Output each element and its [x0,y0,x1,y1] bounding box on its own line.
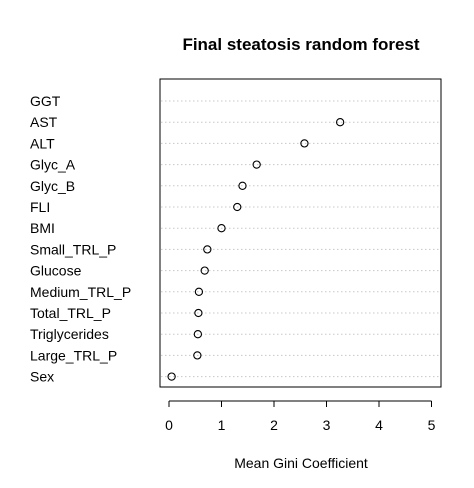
category-label: ALT [30,135,55,151]
category-label: Glyc_B [30,178,75,194]
category-label: Medium_TRL_P [30,284,131,300]
data-point [194,308,203,318]
x-axis-label: Mean Gini Coefficient [234,455,368,471]
x-tick-label: 4 [375,417,383,433]
category-label: Glucose [30,263,82,279]
category-label: Triglycerides [30,326,109,342]
grid-lines [161,100,440,378]
chart-title: Final steatosis random forest [182,35,419,54]
category-label: GGT [30,93,61,109]
category-label: Glyc_A [30,157,76,173]
data-point [167,372,176,381]
data-point [300,139,309,148]
data-point [194,287,204,296]
category-label: Small_TRL_P [30,241,116,257]
data-point [252,160,261,169]
category-label: BMI [30,220,55,236]
x-tick-label: 3 [323,417,331,433]
category-label: AST [30,114,58,130]
category-label: FLI [30,199,50,215]
data-points [167,118,345,381]
data-point [335,118,345,127]
data-point [203,245,212,254]
category-label: Total_TRL_P [30,305,111,321]
plot-frame [159,78,442,388]
data-point [193,351,202,360]
x-axis-ticks: 0 1 2 3 4 5 [165,401,436,433]
category-labels: GGT AST ALT Glyc_A Glyc_B FLI BMI Small_TRL_P Gl… [30,93,131,385]
x-tick-label: 1 [218,417,226,433]
data-point [238,181,247,190]
data-point [193,330,203,339]
data-point [217,224,226,233]
category-label: Sex [30,369,54,385]
x-tick-label: 0 [165,417,173,433]
category-label: Large_TRL_P [30,347,117,363]
data-point [233,202,242,212]
x-tick-label: 5 [428,417,436,433]
data-point [200,266,209,275]
x-tick-label: 2 [270,417,278,433]
